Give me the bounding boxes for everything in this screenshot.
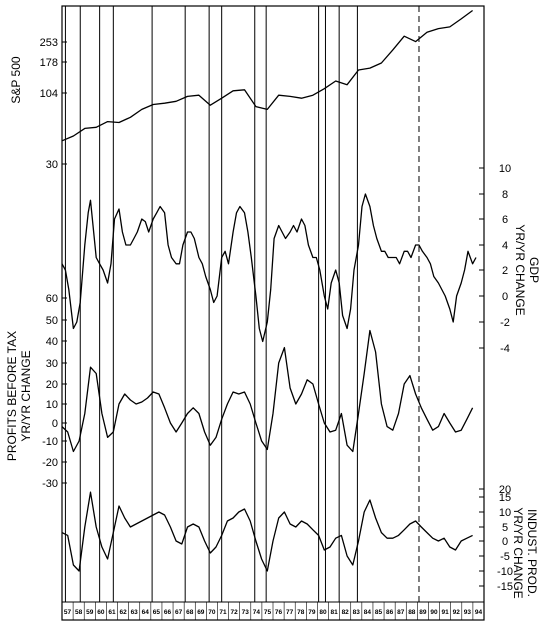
year-label-90: 90 — [430, 609, 438, 616]
year-label-66: 66 — [164, 609, 172, 616]
tick-label: -5 — [500, 551, 510, 563]
year-gridlines — [64, 6, 420, 602]
series-line-0 — [61, 9, 473, 142]
axis-title-line: PROFITS BEFORE TAX — [5, 331, 19, 461]
axis-title-line: GDP — [527, 257, 541, 283]
year-label-69: 69 — [197, 609, 205, 616]
year-label-84: 84 — [364, 609, 372, 616]
year-label-85: 85 — [375, 609, 383, 616]
tick-label: 178 — [40, 57, 58, 69]
tick-label: 253 — [40, 37, 58, 49]
year-label-68: 68 — [186, 609, 194, 616]
year-label-67: 67 — [175, 609, 183, 616]
tick-label: 2 — [502, 265, 508, 277]
year-label-81: 81 — [330, 609, 338, 616]
axis-title-line: YR/YR CHANGE — [513, 224, 527, 315]
year-label-71: 71 — [219, 609, 227, 616]
plot-border — [61, 5, 485, 621]
year-label-76: 76 — [275, 609, 283, 616]
year-label-94: 94 — [475, 609, 483, 616]
axis-title-3: INDUST. PROD.YR/YR CHANGE — [511, 507, 539, 598]
year-label-80: 80 — [319, 609, 327, 616]
year-label-64: 64 — [142, 609, 150, 616]
tick-label: -4 — [500, 343, 510, 355]
tick-label: -10 — [42, 436, 58, 448]
year-label-92: 92 — [453, 609, 461, 616]
year-axis: 57 58 59 60 61 62 63 64 65 66 67 68 69 70 71 72 73 74 75 76… — [61, 602, 483, 620]
year-label-74: 74 — [253, 609, 261, 616]
tick-label: 0 — [502, 291, 508, 303]
tick-label: 50 — [46, 315, 58, 327]
tick-label: 60 — [46, 293, 58, 305]
tick-label: 20 — [46, 379, 58, 391]
series-line-3 — [61, 491, 473, 572]
year-label-77: 77 — [286, 609, 294, 616]
year-label-91: 91 — [442, 609, 450, 616]
axis-title-line: YR/YR CHANGE — [19, 350, 33, 441]
year-label-58: 58 — [75, 609, 83, 616]
plot-frame — [61, 5, 485, 621]
tick-label: 30 — [46, 159, 58, 171]
axis-title-1: GDPYR/YR CHANGE — [513, 224, 541, 315]
tick-label: 8 — [502, 189, 508, 201]
year-label-75: 75 — [264, 609, 272, 616]
tick-label: 6 — [502, 214, 508, 226]
year-label-63: 63 — [131, 609, 139, 616]
axis-title-line: YR/YR CHANGE — [511, 507, 525, 598]
tick-label: 10 — [499, 163, 511, 175]
year-label-82: 82 — [342, 609, 350, 616]
axis-title-0: S&P 500 — [9, 56, 23, 103]
year-label-57: 57 — [64, 609, 72, 616]
tick-label: -30 — [42, 478, 58, 490]
tick-label: 40 — [46, 336, 58, 348]
tick-label: 30 — [46, 358, 58, 370]
year-label-60: 60 — [97, 609, 105, 616]
tick-label: -2 — [500, 317, 510, 329]
year-label-70: 70 — [208, 609, 216, 616]
year-label-72: 72 — [231, 609, 239, 616]
series-line-1 — [61, 193, 477, 343]
year-label-62: 62 — [119, 609, 127, 616]
tick-label: 0 — [502, 536, 508, 548]
tick-label: 10 — [46, 399, 58, 411]
tick-label: 5 — [502, 522, 508, 534]
tick-label: 4 — [502, 240, 508, 252]
year-label-93: 93 — [464, 609, 472, 616]
year-label-79: 79 — [308, 609, 316, 616]
axis-title-2: PROFITS BEFORE TAXYR/YR CHANGE — [5, 331, 33, 461]
axis-title-line: INDUST. PROD. — [525, 509, 539, 597]
tick-label: -10 — [497, 566, 513, 578]
tick-label: 10 — [499, 507, 511, 519]
axis-title-line: S&P 500 — [9, 56, 23, 103]
year-label-88: 88 — [408, 609, 416, 616]
year-label-78: 78 — [297, 609, 305, 616]
year-label-87: 87 — [397, 609, 405, 616]
year-label-59: 59 — [86, 609, 94, 616]
tick-label: -15 — [497, 581, 513, 593]
tick-label: 0 — [52, 418, 58, 430]
year-label-61: 61 — [108, 609, 116, 616]
tick-label: -20 — [42, 457, 58, 469]
year-label-86: 86 — [386, 609, 394, 616]
year-label-65: 65 — [153, 609, 161, 616]
tick-label: 104 — [40, 88, 58, 100]
tick-label: 20 — [499, 484, 511, 496]
series-lines — [61, 9, 477, 572]
year-label-89: 89 — [419, 609, 427, 616]
year-label-73: 73 — [242, 609, 250, 616]
year-label-83: 83 — [353, 609, 361, 616]
tick-label: 15 — [499, 492, 511, 504]
series-line-2 — [61, 329, 474, 453]
